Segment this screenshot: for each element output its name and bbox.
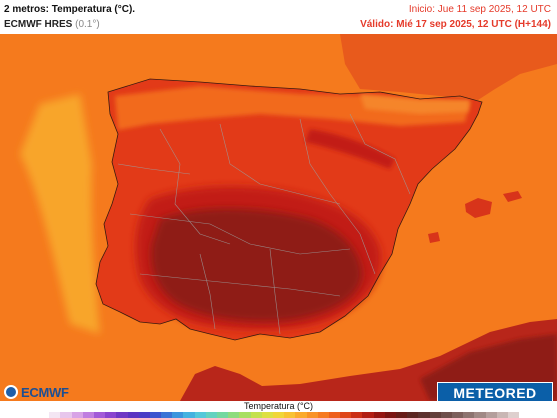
legend-swatch <box>71 412 83 418</box>
ecmwf-logo: ECMWF <box>4 384 69 400</box>
legend-swatch <box>463 412 475 418</box>
legend-swatch <box>217 412 229 418</box>
legend-swatch <box>485 412 497 418</box>
legend-swatch <box>317 412 329 418</box>
legend-color-scale <box>38 412 520 418</box>
legend-swatch <box>351 412 363 418</box>
model-resolution: (0.1°) <box>75 19 100 30</box>
iberia-coastline <box>95 78 483 341</box>
legend-swatch <box>407 412 419 418</box>
legend-swatch <box>49 412 61 418</box>
legend-swatch <box>38 412 50 418</box>
temperature-legend: Temperatura (°C) <box>0 401 557 418</box>
legend-swatch <box>250 412 262 418</box>
temperature-map[interactable] <box>0 34 557 401</box>
legend-swatch <box>239 412 251 418</box>
legend-swatch <box>105 412 117 418</box>
legend-swatch <box>373 412 385 418</box>
legend-swatch <box>149 412 162 418</box>
map-canvas <box>0 34 557 401</box>
legend-swatch <box>127 412 139 418</box>
regional-borders <box>117 113 411 335</box>
meteored-logo[interactable]: METEORED <box>437 382 553 404</box>
legend-swatch <box>261 412 273 418</box>
legend-swatch <box>496 412 508 418</box>
menorca-island <box>503 191 522 202</box>
legend-swatch <box>384 412 396 418</box>
mallorca-island <box>465 198 492 218</box>
map-title: 2 metros: Temperatura (°C). <box>4 4 136 15</box>
legend-swatch <box>474 412 486 418</box>
legend-swatch <box>93 412 106 418</box>
legend-swatch <box>116 412 128 418</box>
map-header: 2 metros: Temperatura (°C). ECMWF HRES (… <box>0 0 557 34</box>
legend-swatch <box>228 412 240 418</box>
legend-swatch <box>440 412 452 418</box>
legend-title: Temperatura (°C) <box>243 401 314 411</box>
ibiza-island <box>428 232 440 243</box>
legend-swatch <box>451 412 464 418</box>
very-hot-region <box>151 208 362 322</box>
legend-swatch <box>284 412 296 418</box>
ecmwf-logo-text: ECMWF <box>21 384 69 400</box>
legend-swatch <box>362 412 374 418</box>
france-region <box>340 34 557 100</box>
model-label: ECMWF HRES (0.1°) <box>4 19 100 31</box>
ebro-valley-hot <box>305 129 395 169</box>
init-time: Inicio: Jue 11 sep 2025, 12 UTC <box>408 4 551 15</box>
legend-swatch <box>161 412 173 418</box>
legend-swatch <box>172 412 184 418</box>
legend-swatch <box>429 412 441 418</box>
legend-swatch <box>183 412 195 418</box>
meteored-logo-text: METEORED <box>453 385 537 401</box>
legend-swatch <box>205 412 217 418</box>
ecmwf-logo-icon <box>4 385 18 399</box>
legend-swatch <box>328 412 341 418</box>
legend-swatch <box>396 412 408 418</box>
legend-swatch <box>60 412 72 418</box>
legend-swatch <box>306 412 318 418</box>
legend-swatch <box>82 412 94 418</box>
legend-swatch <box>507 412 520 418</box>
legend-swatch <box>272 412 285 418</box>
legend-swatch <box>138 412 150 418</box>
legend-swatch <box>418 412 430 418</box>
pyrenees-band <box>360 94 470 114</box>
legend-swatch <box>340 412 352 418</box>
legend-swatch <box>295 412 307 418</box>
legend-swatch <box>194 412 206 418</box>
model-name: ECMWF HRES <box>4 19 73 30</box>
valid-time: Válido: Mié 17 sep 2025, 12 UTC (H+144) <box>360 19 551 30</box>
atlantic-cool-strip <box>20 94 100 334</box>
